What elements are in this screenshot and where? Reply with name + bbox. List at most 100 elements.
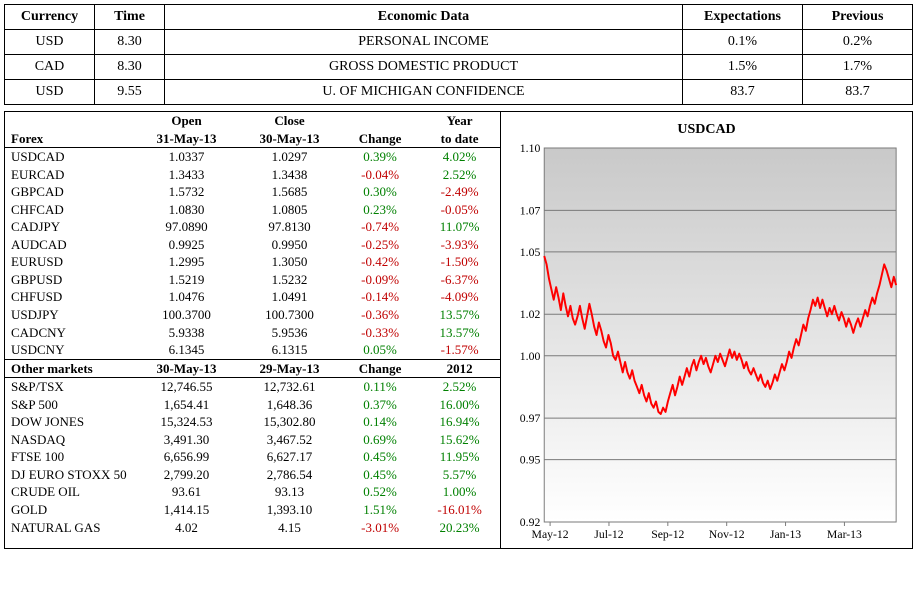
other-label: Other markets bbox=[5, 359, 135, 378]
chart-title: USDCAD bbox=[511, 122, 902, 138]
row-ytd: 11.07% bbox=[419, 218, 500, 236]
row-name: AUDCAD bbox=[5, 236, 135, 254]
row-open: 2,799.20 bbox=[135, 466, 238, 484]
forex-table: Open Close Year Forex 31-May-13 30-May-1… bbox=[5, 112, 500, 536]
econ-cell-data: PERSONAL INCOME bbox=[165, 30, 683, 55]
row-close: 100.7300 bbox=[238, 306, 341, 324]
svg-text:1.10: 1.10 bbox=[520, 144, 541, 155]
row-ytd: 16.00% bbox=[419, 396, 500, 414]
svg-text:May-12: May-12 bbox=[532, 527, 569, 541]
table-row: GBPUSD1.52191.5232-0.09%-6.37% bbox=[5, 271, 500, 289]
econ-cell-time: 9.55 bbox=[95, 80, 165, 105]
row-ytd: -16.01% bbox=[419, 501, 500, 519]
row-close: 6.1315 bbox=[238, 341, 341, 359]
row-change: 0.45% bbox=[341, 448, 419, 466]
econ-row: CAD8.30GROSS DOMESTIC PRODUCT1.5%1.7% bbox=[5, 55, 913, 80]
other-col-open: 30-May-13 bbox=[135, 359, 238, 378]
row-name: USDJPY bbox=[5, 306, 135, 324]
svg-text:0.95: 0.95 bbox=[520, 453, 541, 467]
economic-data-table: Currency Time Economic Data Expectations… bbox=[4, 4, 913, 105]
row-open: 4.02 bbox=[135, 519, 238, 537]
svg-text:Mar-13: Mar-13 bbox=[827, 527, 862, 541]
row-name: CADJPY bbox=[5, 218, 135, 236]
row-change: 0.39% bbox=[341, 148, 419, 166]
row-ytd: -1.57% bbox=[419, 341, 500, 359]
row-change: -0.74% bbox=[341, 218, 419, 236]
row-change: -0.25% bbox=[341, 236, 419, 254]
row-name: EURUSD bbox=[5, 253, 135, 271]
econ-cell-time: 8.30 bbox=[95, 30, 165, 55]
econ-cell-currency: CAD bbox=[5, 55, 95, 80]
row-open: 1,414.15 bbox=[135, 501, 238, 519]
row-name: CADCNY bbox=[5, 324, 135, 342]
econ-cell-exp: 0.1% bbox=[683, 30, 803, 55]
econ-cell-exp: 83.7 bbox=[683, 80, 803, 105]
econ-col-currency: Currency bbox=[5, 5, 95, 30]
row-open: 0.9925 bbox=[135, 236, 238, 254]
row-ytd: 11.95% bbox=[419, 448, 500, 466]
forex-col-close-top: Close bbox=[238, 112, 341, 130]
row-ytd: 20.23% bbox=[419, 519, 500, 537]
row-name: EURCAD bbox=[5, 166, 135, 184]
other-col-change: Change bbox=[341, 359, 419, 378]
row-name: USDCNY bbox=[5, 341, 135, 359]
row-ytd: 2.52% bbox=[419, 378, 500, 396]
row-close: 1,393.10 bbox=[238, 501, 341, 519]
row-close: 2,786.54 bbox=[238, 466, 341, 484]
row-close: 1.0491 bbox=[238, 288, 341, 306]
econ-row: USD8.30PERSONAL INCOME0.1%0.2% bbox=[5, 30, 913, 55]
row-ytd: 16.94% bbox=[419, 413, 500, 431]
row-open: 6.1345 bbox=[135, 341, 238, 359]
table-row: EURCAD1.34331.3438-0.04%2.52% bbox=[5, 166, 500, 184]
table-row: NATURAL GAS4.024.15-3.01%20.23% bbox=[5, 519, 500, 537]
row-change: -0.42% bbox=[341, 253, 419, 271]
row-name: NASDAQ bbox=[5, 431, 135, 449]
row-ytd: -0.05% bbox=[419, 201, 500, 219]
table-row: USDCNY6.13456.13150.05%-1.57% bbox=[5, 341, 500, 359]
row-open: 5.9338 bbox=[135, 324, 238, 342]
row-change: -0.33% bbox=[341, 324, 419, 342]
table-row: AUDCAD0.99250.9950-0.25%-3.93% bbox=[5, 236, 500, 254]
row-change: 0.30% bbox=[341, 183, 419, 201]
table-row: DJ EURO STOXX 502,799.202,786.540.45%5.5… bbox=[5, 466, 500, 484]
forex-col-ytd-bot: to date bbox=[419, 130, 500, 148]
econ-cell-time: 8.30 bbox=[95, 55, 165, 80]
usdcad-chart: 0.920.950.971.001.021.051.071.10May-12Ju… bbox=[511, 144, 902, 544]
row-open: 97.0890 bbox=[135, 218, 238, 236]
row-open: 1.0337 bbox=[135, 148, 238, 166]
row-name: CHFUSD bbox=[5, 288, 135, 306]
econ-cell-currency: USD bbox=[5, 80, 95, 105]
econ-row: USD9.55U. OF MICHIGAN CONFIDENCE83.783.7 bbox=[5, 80, 913, 105]
econ-col-data: Economic Data bbox=[165, 5, 683, 30]
row-change: 0.11% bbox=[341, 378, 419, 396]
markets-and-chart-row: Open Close Year Forex 31-May-13 30-May-1… bbox=[4, 111, 913, 549]
econ-col-time: Time bbox=[95, 5, 165, 30]
svg-text:1.02: 1.02 bbox=[520, 307, 541, 321]
econ-cell-data: U. OF MICHIGAN CONFIDENCE bbox=[165, 80, 683, 105]
row-name: S&P/TSX bbox=[5, 378, 135, 396]
svg-text:0.97: 0.97 bbox=[520, 411, 541, 425]
table-row: CADCNY5.93385.9536-0.33%13.57% bbox=[5, 324, 500, 342]
table-row: CRUDE OIL93.6193.130.52%1.00% bbox=[5, 483, 500, 501]
row-close: 1.5685 bbox=[238, 183, 341, 201]
row-ytd: 2.52% bbox=[419, 166, 500, 184]
row-name: CHFCAD bbox=[5, 201, 135, 219]
econ-cell-data: GROSS DOMESTIC PRODUCT bbox=[165, 55, 683, 80]
row-open: 93.61 bbox=[135, 483, 238, 501]
table-row: S&P 5001,654.411,648.360.37%16.00% bbox=[5, 396, 500, 414]
row-open: 1,654.41 bbox=[135, 396, 238, 414]
row-name: CRUDE OIL bbox=[5, 483, 135, 501]
row-ytd: 1.00% bbox=[419, 483, 500, 501]
other-header-row: Other markets 30-May-13 29-May-13 Change… bbox=[5, 359, 500, 378]
row-close: 15,302.80 bbox=[238, 413, 341, 431]
table-row: NASDAQ3,491.303,467.520.69%15.62% bbox=[5, 431, 500, 449]
row-change: -0.36% bbox=[341, 306, 419, 324]
row-name: FTSE 100 bbox=[5, 448, 135, 466]
econ-cell-prev: 0.2% bbox=[803, 30, 913, 55]
table-row: CHFUSD1.04761.0491-0.14%-4.09% bbox=[5, 288, 500, 306]
row-ytd: 5.57% bbox=[419, 466, 500, 484]
row-name: GOLD bbox=[5, 501, 135, 519]
forex-col-open-top: Open bbox=[135, 112, 238, 130]
econ-col-exp: Expectations bbox=[683, 5, 803, 30]
table-row: GBPCAD1.57321.56850.30%-2.49% bbox=[5, 183, 500, 201]
